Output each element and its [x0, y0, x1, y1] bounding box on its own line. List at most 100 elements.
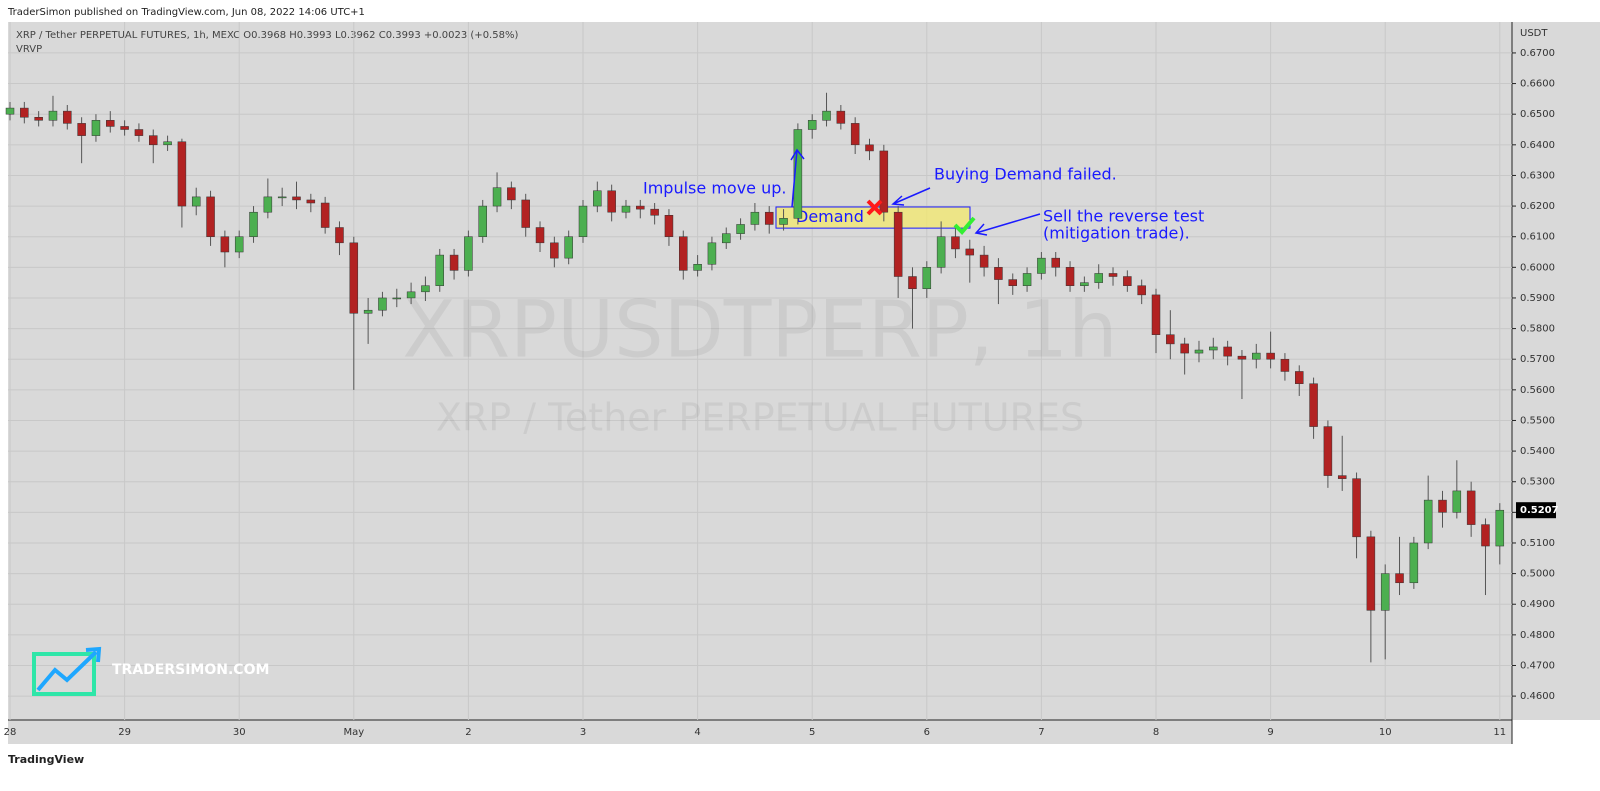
- candle-body: [335, 227, 344, 244]
- candles: [5, 92, 1505, 663]
- candle-body: [1094, 273, 1103, 283]
- candle-body: [1108, 273, 1118, 277]
- logo-arrow: [36, 646, 102, 692]
- candle-body: [1438, 499, 1447, 513]
- candle-body: [191, 196, 201, 207]
- candle-body: [764, 211, 774, 225]
- candle-body: [850, 123, 860, 146]
- candle-body: [1280, 358, 1290, 372]
- x-tick-label: 7: [1038, 727, 1044, 738]
- candle-body: [750, 211, 760, 225]
- candle-body: [621, 205, 631, 213]
- y-tick-label: 0.4600: [1520, 691, 1555, 702]
- candle-body: [1352, 478, 1361, 538]
- arrow: [974, 213, 1041, 236]
- candle-body: [91, 120, 101, 136]
- candle-body: [1337, 475, 1347, 479]
- footer-brand: TradingView: [8, 753, 84, 766]
- candle-body: [965, 248, 975, 256]
- candle-body: [936, 236, 946, 268]
- candle-body: [994, 267, 1003, 280]
- candle-body: [106, 120, 115, 127]
- x-tick-label: 30: [233, 727, 246, 738]
- candle-body: [1051, 257, 1060, 268]
- y-tick-label: 0.5000: [1520, 569, 1555, 580]
- last-price-label: 0.5207: [1520, 505, 1559, 516]
- y-tick-label: 0.6200: [1520, 201, 1555, 212]
- candle-body: [736, 224, 745, 234]
- candle-body: [34, 117, 43, 121]
- y-unit: USDT: [1520, 28, 1548, 39]
- y-tick-label: 0.6500: [1520, 109, 1555, 120]
- candle-body: [836, 110, 846, 124]
- candle-body: [1323, 426, 1333, 476]
- logo-frame: [32, 652, 96, 696]
- arrows: [790, 148, 1041, 236]
- candle-body: [220, 236, 230, 253]
- candle-body: [793, 129, 803, 219]
- candle-body: [650, 208, 659, 216]
- candle-body: [707, 242, 717, 265]
- y-tick-label: 0.4900: [1520, 599, 1555, 610]
- price-axis-area: [1512, 22, 1600, 720]
- candle-body: [722, 233, 731, 244]
- logo: TRADERSIMON.COM: [32, 646, 269, 696]
- candle-body: [263, 196, 273, 213]
- candle-body: [1409, 542, 1419, 584]
- y-tick-label: 0.6400: [1520, 140, 1555, 151]
- candle-body: [120, 126, 129, 130]
- y-tick-label: 0.6000: [1520, 262, 1555, 273]
- candle-body: [149, 135, 158, 146]
- candle-body: [277, 196, 287, 199]
- y-tick-label: 0.5600: [1520, 385, 1555, 396]
- candle-body: [1223, 346, 1232, 357]
- x-tick-label: 8: [1153, 727, 1159, 738]
- y-tick-label: 0.5700: [1520, 354, 1555, 365]
- indicator-label: VRVP: [16, 44, 42, 55]
- candle-body: [564, 236, 573, 259]
- demand-zone-group: Demand: [775, 206, 971, 229]
- candle-body: [320, 202, 330, 228]
- candle-body: [5, 107, 15, 115]
- candle-body: [779, 218, 788, 225]
- candle-body: [664, 215, 674, 237]
- y-tick-label: 0.6300: [1520, 170, 1555, 181]
- candle-body: [306, 199, 316, 204]
- candle-body: [492, 187, 502, 207]
- candle-body: [922, 267, 932, 290]
- annotation: Sell the reverse test: [1043, 207, 1204, 226]
- candle-body: [1366, 536, 1376, 611]
- candle-body: [908, 276, 917, 290]
- candle-body: [1008, 279, 1017, 286]
- x-tick-label: 2: [465, 727, 471, 738]
- annotation: Impulse move up.: [643, 179, 786, 198]
- candle-body: [1166, 334, 1175, 345]
- arrow: [891, 187, 931, 206]
- candle-body: [478, 205, 487, 237]
- candle-body: [979, 254, 989, 268]
- candle-body: [292, 196, 301, 201]
- candle-body: [593, 190, 602, 207]
- fail-cross: [866, 199, 883, 216]
- candle-body: [1495, 509, 1505, 547]
- candle-body: [951, 236, 960, 250]
- y-tick-label: 0.6600: [1520, 79, 1555, 90]
- candle-body: [435, 254, 444, 286]
- candle-body: [177, 141, 187, 207]
- candle-body: [77, 123, 86, 136]
- candle-body: [406, 291, 416, 299]
- candle-body: [535, 227, 545, 244]
- candle-body: [1123, 276, 1132, 286]
- y-tick-label: 0.5300: [1520, 477, 1555, 488]
- candle-body: [1423, 499, 1433, 544]
- candle-body: [1466, 490, 1476, 525]
- candle-body: [1194, 349, 1204, 354]
- watermark-subtitle: XRP / Tether PERPETUAL FUTURES: [436, 396, 1084, 440]
- candle-body: [507, 187, 516, 201]
- x-tick-label: 29: [118, 727, 131, 738]
- check-mark: [953, 216, 976, 235]
- x-tick-label: 5: [809, 727, 815, 738]
- candle-body: [1237, 355, 1247, 360]
- y-tick-label: 0.4800: [1520, 630, 1555, 641]
